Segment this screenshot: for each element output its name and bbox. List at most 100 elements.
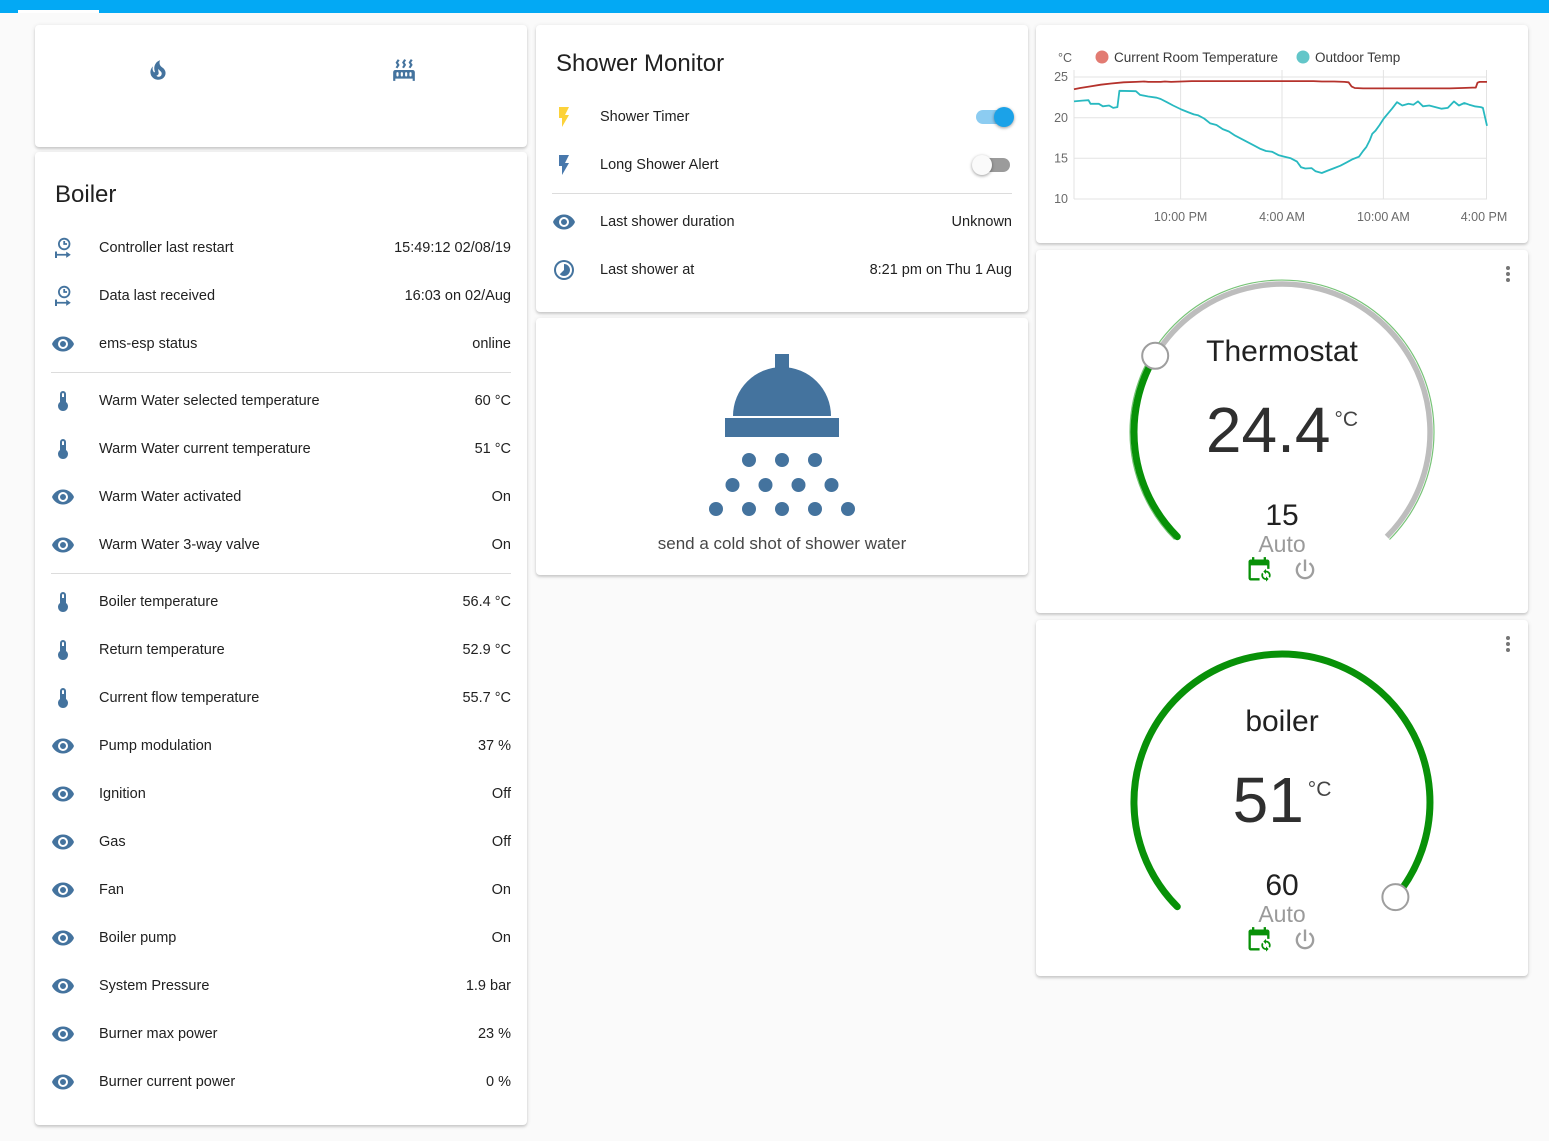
boiler-target-temperature: 60 — [1265, 869, 1299, 902]
power-button[interactable] — [1291, 926, 1319, 954]
glance-item-tap-water[interactable] — [35, 25, 281, 99]
auto-mode-button[interactable] — [1245, 556, 1273, 584]
entity-row[interactable]: Boiler pump On — [35, 914, 527, 962]
dial-active-arc — [1130, 650, 1434, 911]
dial-handle[interactable] — [1141, 341, 1170, 370]
entity-name: Gas — [99, 834, 126, 850]
entity-value: 0 % — [486, 1074, 511, 1090]
entity-value: 23 % — [477, 1026, 511, 1042]
entity-row[interactable]: Warm Water 3-way valve On — [35, 521, 527, 569]
y-tick-10: 10 — [1054, 192, 1068, 206]
entity-name: Boiler pump — [99, 930, 177, 946]
chart-grid — [1073, 70, 1487, 200]
legend-label-outdoor-temp: Outdoor Temp — [1315, 50, 1400, 65]
temperature-unit: °C — [1334, 408, 1359, 431]
entity-row[interactable]: Current flow temperature 55.7 °C — [35, 674, 527, 722]
boiler-dial-card: boiler 51 °C 60 Auto — [1036, 620, 1528, 976]
entity-row[interactable]: Fan On — [35, 866, 527, 914]
entity-value: online — [472, 336, 511, 352]
thermostat-card: Thermostat 24.4 °C 15 Auto — [1036, 250, 1528, 613]
entity-row[interactable]: Burner max power 23 % — [35, 1010, 527, 1058]
entity-row[interactable]: Controller last restart 15:49:12 02/08/19 — [35, 224, 527, 272]
thermometer-icon — [58, 592, 68, 612]
dial-handle[interactable] — [1381, 883, 1410, 912]
entity-name: Warm Water activated — [99, 489, 242, 505]
long-shower-alert-toggle[interactable] — [972, 155, 1012, 175]
entity-row[interactable]: Last shower at 8:21 pm on Thu 1 Aug — [536, 246, 1028, 294]
boiler-entities-card: Boiler Controller last restart 15:49:12 0… — [35, 152, 527, 1125]
more-options-button[interactable] — [1496, 262, 1520, 286]
auto-mode-button[interactable] — [1245, 926, 1273, 954]
entity-value: 56.4 °C — [462, 594, 511, 610]
entity-row[interactable]: Warm Water activated On — [35, 473, 527, 521]
shower-action-card[interactable]: send a cold shot of shower water — [536, 318, 1028, 575]
shower-timer-toggle[interactable] — [974, 107, 1014, 127]
eye-icon — [52, 489, 74, 505]
y-tick-25: 25 — [1054, 70, 1068, 84]
power-button[interactable] — [1291, 556, 1319, 584]
entity-row[interactable]: Pump modulation 37 % — [35, 722, 527, 770]
eye-icon — [52, 882, 74, 898]
entity-row[interactable]: ems-esp status online — [35, 320, 527, 368]
entity-row[interactable]: Warm Water current temperature 51 °C — [35, 425, 527, 473]
tapwater-heating-glance-card — [35, 25, 527, 147]
chart-series — [1073, 80, 1488, 174]
entity-value: 16:03 on 02/Aug — [404, 288, 511, 304]
entity-row[interactable]: Last shower duration Unknown — [536, 198, 1028, 246]
x-tick-4am: 4:00 AM — [1259, 210, 1305, 224]
card-title: Boiler — [55, 181, 117, 208]
entity-name: Long Shower Alert — [600, 157, 719, 173]
radiator-icon — [393, 59, 415, 81]
x-tick-10am: 10:00 AM — [1357, 210, 1410, 224]
entity-name: Shower Timer — [600, 109, 690, 125]
entity-row[interactable]: System Pressure 1.9 bar — [35, 962, 527, 1010]
entity-row[interactable]: Boiler temperature 56.4 °C — [35, 578, 527, 626]
dots-vertical-icon — [1506, 266, 1510, 282]
temperature-chart: Current Room Temperature Outdoor Temp °C… — [1054, 50, 1507, 224]
entity-value: Off — [491, 786, 511, 802]
entity-row[interactable]: Return temperature 52.9 °C — [35, 626, 527, 674]
calendar-sync-icon — [1248, 927, 1271, 952]
y-tick-15: 15 — [1054, 152, 1068, 166]
entity-name: Warm Water 3-way valve — [99, 537, 260, 553]
active-tab-indicator[interactable] — [18, 10, 99, 13]
eye-icon — [52, 786, 74, 802]
temperature-unit: °C — [1307, 778, 1332, 801]
entity-row[interactable]: Ignition Off — [35, 770, 527, 818]
entity-name: Controller last restart — [99, 240, 234, 256]
calendar-sync-icon — [1248, 557, 1271, 582]
eye-icon — [52, 537, 74, 553]
entity-value: On — [491, 537, 511, 553]
eye-icon — [52, 978, 74, 994]
entity-row[interactable]: Data last received 16:03 on 02/Aug — [35, 272, 527, 320]
more-options-button[interactable] — [1496, 632, 1520, 656]
dial-track — [1152, 281, 1433, 539]
entity-row[interactable]: Burner current power 0 % — [35, 1058, 527, 1106]
entity-name: Warm Water selected temperature — [99, 393, 320, 409]
boiler-current-temperature: 51 °C — [1036, 762, 1528, 854]
fire-icon — [150, 60, 166, 80]
shower-monitor-card: Shower Monitor Shower Timer Long Shower A… — [536, 25, 1028, 312]
thermostat-target-temperature: 15 — [1265, 499, 1299, 532]
y-tick-20: 20 — [1054, 111, 1068, 125]
card-title: Shower Monitor — [556, 50, 725, 77]
legend-label-room-temp: Current Room Temperature — [1114, 50, 1278, 65]
section-divider — [51, 372, 511, 373]
entity-value: On — [491, 489, 511, 505]
entity-value: Off — [491, 834, 511, 850]
entity-name: Fan — [99, 882, 124, 898]
entity-value: 51 °C — [474, 441, 511, 457]
entity-row[interactable]: Gas Off — [35, 818, 527, 866]
entity-name: Data last received — [99, 288, 216, 304]
thermostat-mode: Auto — [1258, 531, 1306, 557]
flash-icon — [559, 107, 569, 127]
chart-line-current-room-temperature — [1073, 80, 1487, 91]
shower-head-icon — [709, 354, 855, 516]
entity-row[interactable]: Warm Water selected temperature 60 °C — [35, 377, 527, 425]
boiler-dial-title: boiler — [1245, 705, 1319, 738]
entity-name: Last shower at — [600, 262, 695, 278]
eye-icon — [553, 214, 575, 230]
glance-item-heating[interactable] — [281, 25, 527, 99]
entity-name: Current flow temperature — [99, 690, 260, 706]
